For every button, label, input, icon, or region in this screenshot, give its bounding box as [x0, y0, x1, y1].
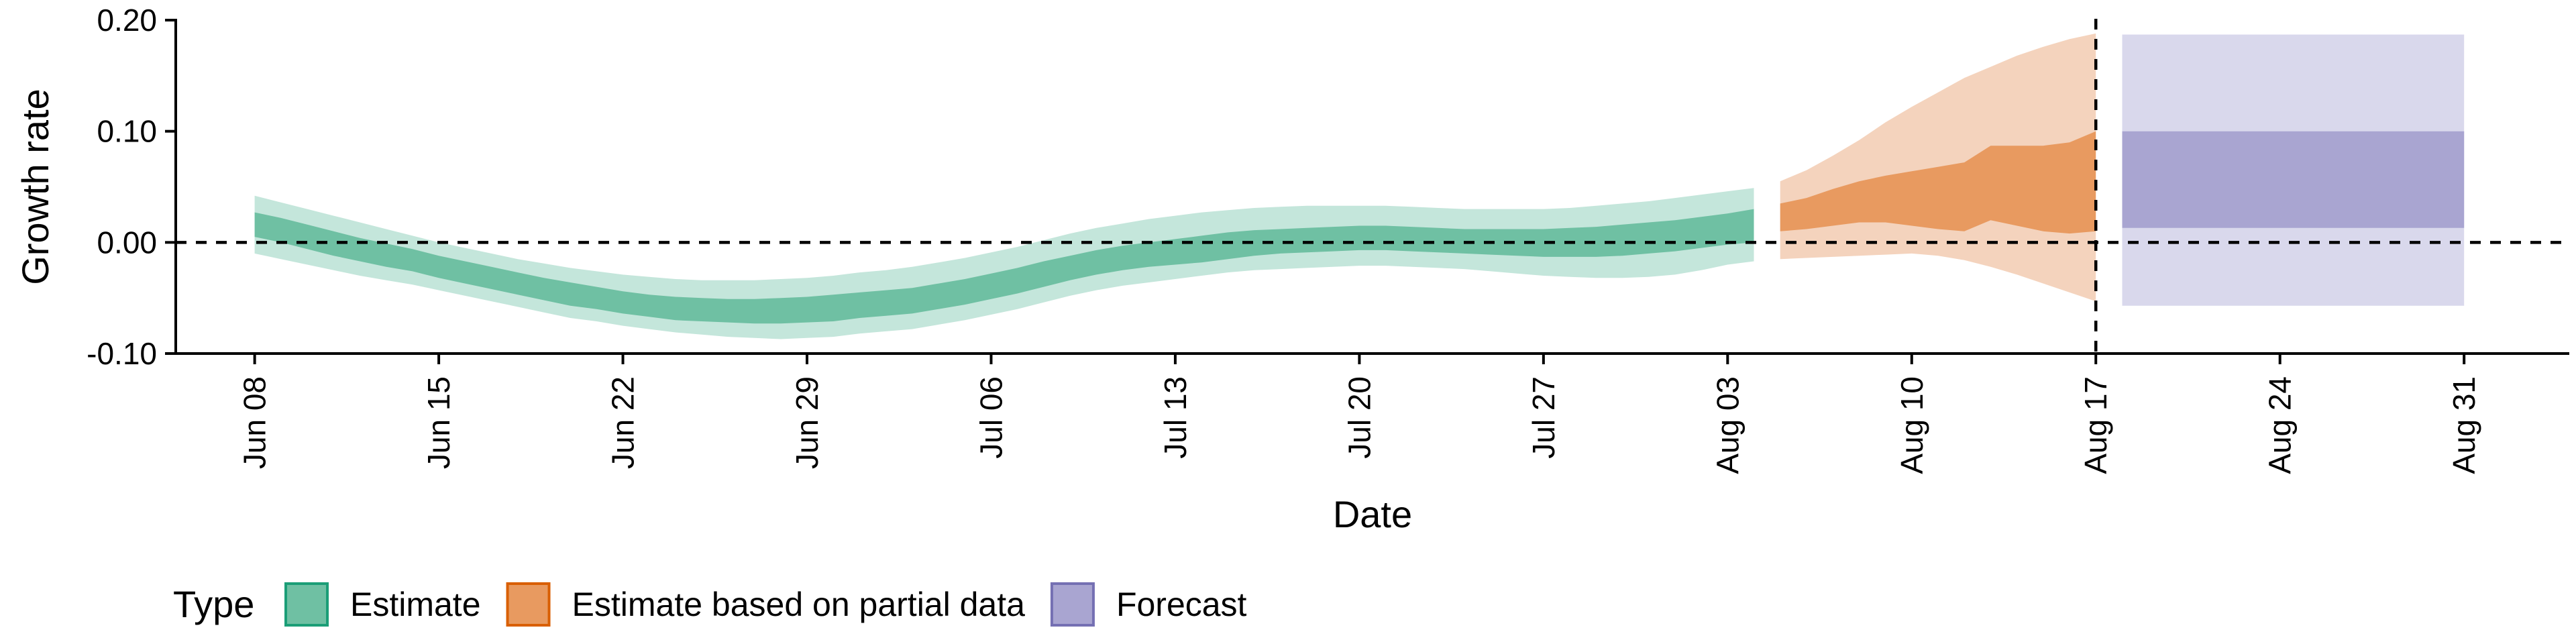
axes: -0.10 0.00 0.10 0.20 Jun 08 Jun 15 Jun 22 Jun 2… [87, 3, 2569, 474]
y-axis-title: Growth rate [14, 89, 56, 285]
x-tick-label: Aug 24 [2263, 376, 2298, 474]
series-bands [254, 33, 2465, 339]
estimate-based-on-partial-data-inner-band [1780, 131, 2096, 234]
legend-label-forecast: Forecast [1116, 586, 1247, 623]
legend-title: Type [173, 583, 254, 625]
x-tick-label: Jun 08 [237, 376, 272, 469]
y-tick-label: 0.10 [97, 114, 157, 149]
x-tick-label: Aug 31 [2447, 376, 2481, 474]
x-tick-label: Jun 29 [790, 376, 824, 469]
legend-swatch-forecast [1050, 582, 1095, 627]
estimate-inner-band [254, 209, 1754, 324]
estimate-outer-band [254, 188, 1754, 339]
x-tick-label: Aug 10 [1894, 376, 1929, 474]
x-tick-label: Jun 15 [421, 376, 456, 469]
x-tick-label: Jul 20 [1342, 376, 1377, 459]
legend-swatch-estimate-based-on-partial-data [506, 582, 551, 627]
x-tick-label: Aug 17 [2078, 376, 2113, 474]
legend-swatch-estimate [284, 582, 329, 627]
x-tick-label: Jun 22 [606, 376, 641, 469]
x-tick-label: Jul 27 [1526, 376, 1561, 459]
legend-label-estimate: Estimate [350, 586, 481, 623]
y-tick-label: 0.00 [97, 225, 157, 260]
legend-label-estimate-based-on-partial-data: Estimate based on partial data [572, 586, 1026, 623]
x-tick-label: Jul 13 [1158, 376, 1193, 459]
reference-lines [176, 19, 2569, 354]
x-tick-label: Jul 06 [973, 376, 1008, 459]
y-tick-label: 0.20 [97, 3, 157, 38]
x-tick-label: Aug 03 [1710, 376, 1745, 474]
forecast-inner-band [2122, 131, 2465, 228]
x-axis-title: Date [1333, 493, 1412, 535]
legend: Type Estimate Estimate based on partial da… [173, 582, 1247, 627]
y-tick-label: -0.10 [87, 336, 157, 371]
